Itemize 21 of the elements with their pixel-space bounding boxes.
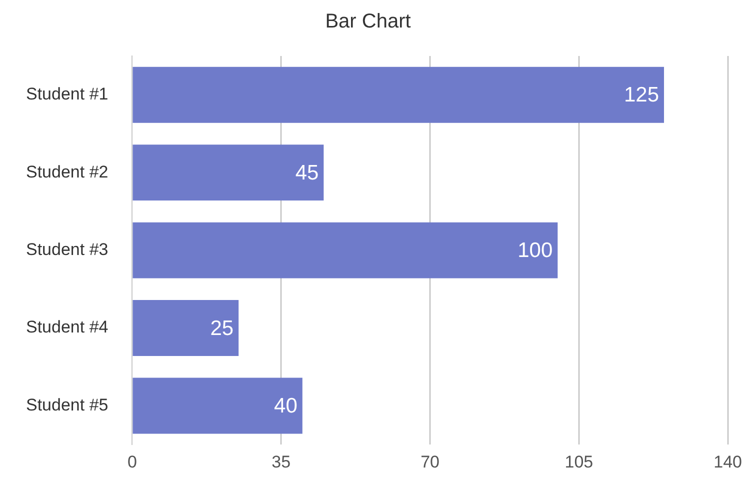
x-tick-label: 105 (564, 452, 594, 472)
x-tick-label: 0 (128, 452, 137, 472)
bar (132, 66, 664, 123)
bar (132, 222, 558, 278)
y-tick-label: Student #4 (26, 318, 108, 337)
y-tick-label: Student #3 (26, 240, 108, 259)
bar (132, 378, 302, 434)
bar (132, 144, 324, 201)
data-label: 40 (274, 394, 298, 418)
x-tick-label: 35 (272, 452, 291, 472)
y-tick-label: Student #5 (26, 395, 108, 414)
x-tick-label: 70 (420, 452, 440, 472)
chart-title: Bar Chart (325, 10, 412, 33)
data-label: 100 (518, 239, 553, 262)
y-tick-label: Student #2 (26, 162, 108, 182)
y-tick-label: Student #1 (26, 84, 108, 104)
data-label: 25 (210, 316, 234, 340)
bar (132, 300, 239, 356)
x-tick-label: 140 (714, 452, 742, 472)
data-label: 125 (624, 84, 660, 107)
data-label: 45 (295, 161, 319, 184)
